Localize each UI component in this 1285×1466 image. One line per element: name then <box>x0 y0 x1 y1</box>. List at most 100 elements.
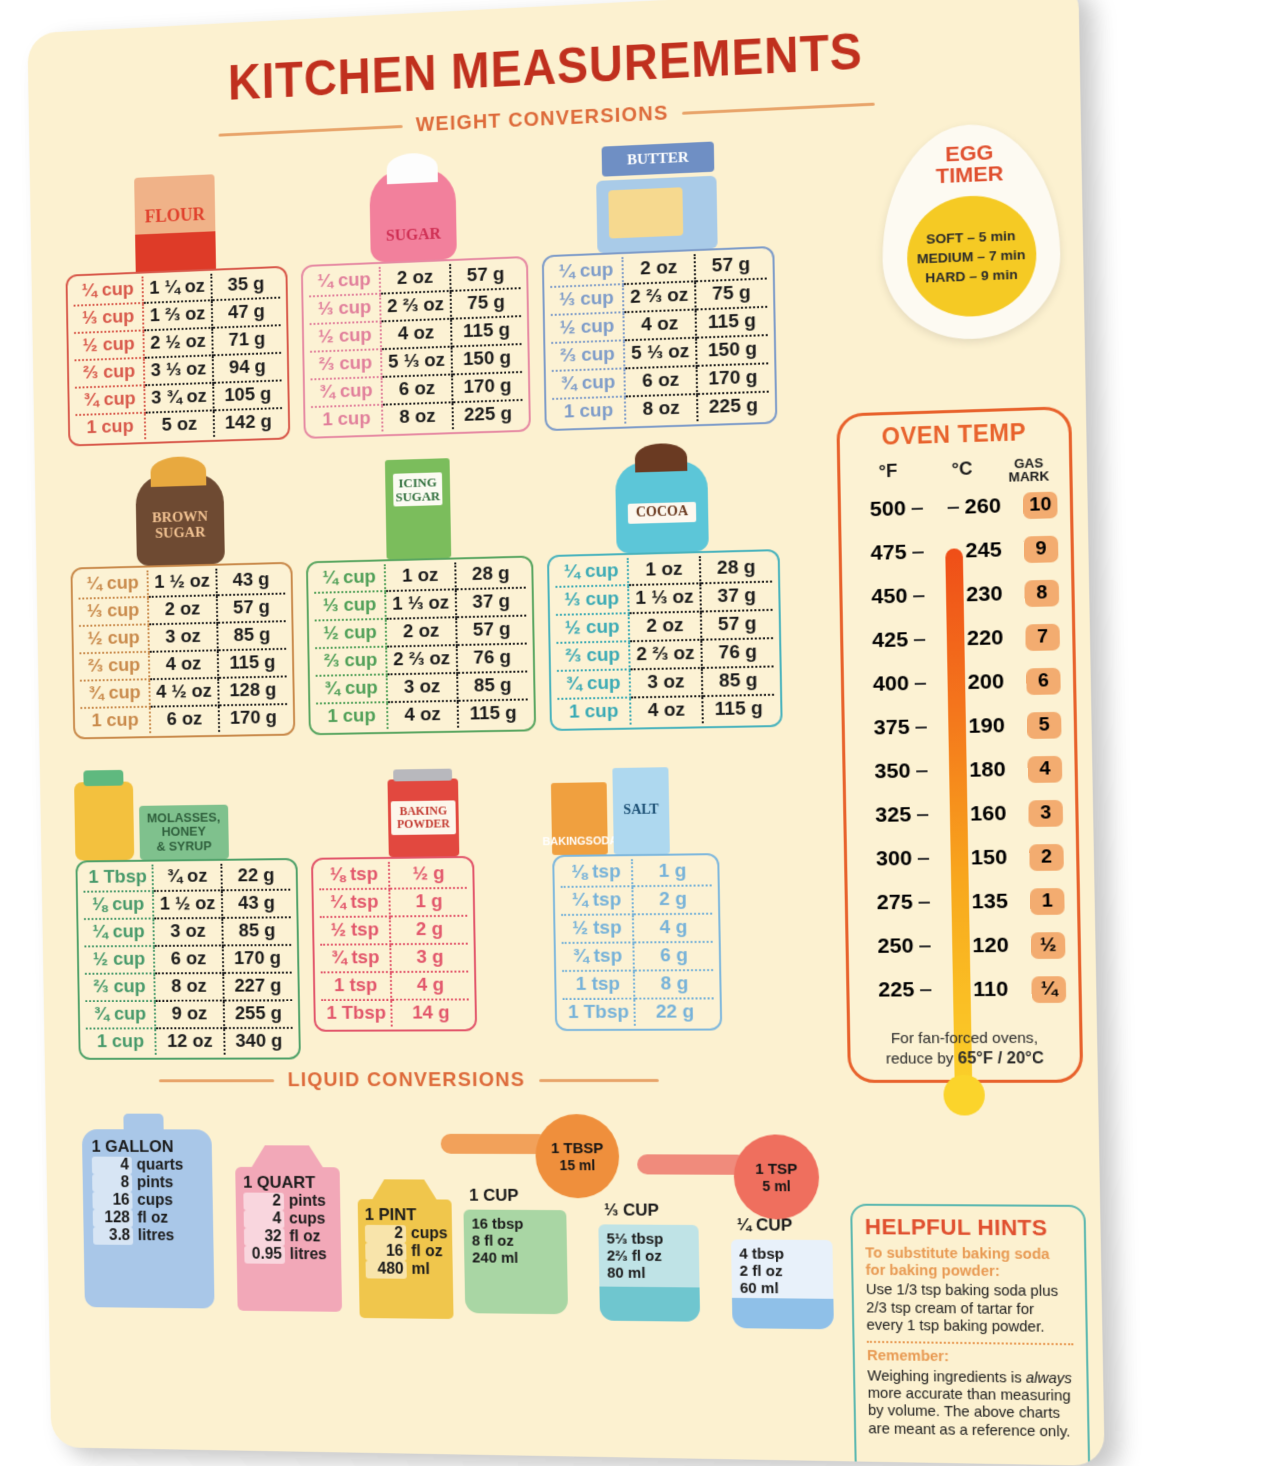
brown-sugar-table: ¼ cup 1 ½ oz 43 g ⅓ cup 2 oz 57 g ½ cup 3 oz 85 … <box>70 561 296 740</box>
butter-icon: BUTTER <box>596 141 718 254</box>
liquid-unit: cups <box>288 1210 326 1228</box>
cell-ounces: 4 oz <box>630 696 703 725</box>
cell-measure: ¼ tsp <box>319 888 391 918</box>
table-row: ⅛ tsp 1 g <box>560 858 712 887</box>
gallon-label: 1 GALLON <box>91 1137 174 1156</box>
cell-ounces: 3 oz <box>153 917 223 946</box>
cell-grams: 71 g <box>211 325 282 356</box>
pint-values: 2 cups 16 fl oz 480 ml <box>364 1224 448 1279</box>
liquid-value-row: 8 pints <box>92 1174 205 1193</box>
liquid-value-row: 4 tbsp <box>739 1245 785 1263</box>
tbsp-value: 15 ml <box>559 1156 596 1173</box>
gas-mark-badge: 1 <box>1030 887 1065 915</box>
quarter-cup-measure: ¼ CUP 4 tbsp 2 fl oz 60 ml <box>730 1215 834 1330</box>
icing-sugar-table: ¼ cup 1 oz 28 g ⅓ cup 1 ⅓ oz 37 g ½ cup 2 oz 57 … <box>305 555 537 736</box>
cell-measure: ¼ cup <box>549 257 624 288</box>
cell-grams: 85 g <box>222 917 292 946</box>
cell-ounces: 3 ¾ oz <box>144 382 214 413</box>
tick-left-icon <box>916 769 928 772</box>
one-cup-measure: 1 CUP 16 tbsp 8 fl oz 240 ml <box>463 1186 569 1315</box>
table-row: ¾ cup 3 oz 85 g <box>315 671 528 704</box>
quart-carton: 1 QUART 2 pints 4 cups 32 fl oz 0.95 litres <box>235 1166 343 1312</box>
cell-ounces: 12 oz <box>155 1028 225 1055</box>
cell-grams: 85 g <box>216 621 287 651</box>
cell-measure: ⅔ cup <box>310 349 382 380</box>
oven-temp-row: 500 260 10 <box>853 482 1058 532</box>
molasses-label: MOLASSES, HONEY & SYRUP <box>139 804 229 860</box>
cell-measure: ⅛ tsp <box>318 861 390 890</box>
liquid-unit: cups <box>137 1192 173 1209</box>
molasses-label-line1: MOLASSES, <box>146 809 221 826</box>
gas-mark-badge: 5 <box>1027 711 1062 739</box>
hint-divider <box>866 1341 1074 1346</box>
table-row: ¾ cup 3 oz 85 g <box>556 666 775 699</box>
oven-temp-c: 260 <box>964 493 1002 519</box>
cell-grams: 14 g <box>412 1002 450 1024</box>
tick-left-icon <box>915 682 927 685</box>
cell-measure: ¾ cup <box>74 385 146 416</box>
oven-temp-c: 245 <box>965 537 1002 563</box>
ingredient-sugar: SUGAR ¼ cup 2 oz 57 g ⅓ cup 2 ⅔ oz 75 g ½ cup 4… <box>299 138 531 439</box>
table-row: ¼ tsp 1 g <box>319 887 468 918</box>
oven-temp-c: 160 <box>969 801 1007 826</box>
gas-mark-badge: 2 <box>1029 843 1064 871</box>
cell-grams: 28 g <box>454 560 526 590</box>
cell-grams: 57 g <box>216 593 286 623</box>
liquid-value-row: 0.95 litres <box>244 1245 335 1264</box>
icing-sugar-label-line2: SUGAR <box>395 487 441 505</box>
cell-grams: 76 g <box>701 638 774 668</box>
cell-grams: 8 g <box>634 970 714 999</box>
cell-ounces: 2 oz <box>622 254 695 285</box>
cell-measure: ½ tsp <box>319 916 391 945</box>
cell-grams: 150 g <box>451 344 523 375</box>
brown-sugar-label-line2: SUGAR <box>155 524 206 542</box>
one-cup-values: 16 tbsp 8 fl oz 240 ml <box>471 1216 561 1268</box>
table-row: ¾ cup 4 ½ oz 128 g <box>79 676 288 709</box>
cell-ounces: 4 oz <box>381 318 452 350</box>
cell-measure: ¼ tsp <box>560 886 634 915</box>
cell-grams: 225 g <box>708 395 759 418</box>
cell-ounces: 3 oz <box>630 667 703 698</box>
cell-grams: ½ g <box>389 860 467 889</box>
tick-left-icon <box>913 594 925 597</box>
cell-measure: ⅔ cup <box>315 646 388 676</box>
cell-measure: ¼ cup <box>83 918 155 947</box>
table-row: 1 cup 4 oz 115 g <box>557 695 774 726</box>
table-row: ⅛ cup 1 ½ oz 43 g <box>83 889 291 920</box>
syrup-illustration: MOLASSES, HONEY & SYRUP <box>73 741 297 861</box>
cell-grams: 225 g <box>463 403 513 426</box>
cell-measure: ⅛ tsp <box>560 859 633 887</box>
butter-table: ¼ cup 2 oz 57 g ⅓ cup 2 ⅔ oz 75 g ½ cup 4 oz 115… <box>541 245 778 432</box>
rule-left <box>218 125 403 137</box>
liquid-unit: pints <box>288 1192 326 1210</box>
cell-ounces: 6 oz <box>381 374 453 405</box>
cell-measure: 1 cup <box>80 706 151 735</box>
table-row: 1 Tbsp 14 g <box>321 999 469 1027</box>
cell-measure: ¾ tsp <box>561 942 635 971</box>
tick-left-icon <box>914 638 926 641</box>
oven-temp-c: 150 <box>970 845 1008 870</box>
table-row: ⅔ cup 8 oz 227 g <box>84 972 293 1002</box>
cell-ounces: 2 ⅔ oz <box>629 639 702 670</box>
liquid-unit: fl oz <box>411 1243 443 1261</box>
cell-grams: 115 g <box>714 697 763 721</box>
flour-label: FLOUR <box>144 204 206 227</box>
oven-temp-f: 500 <box>869 496 907 521</box>
tick-right-icon <box>947 506 959 509</box>
cell-grams: 22 g <box>655 1001 695 1023</box>
fan-note-line2: reduce by 65°F / 20°C <box>850 1049 1080 1070</box>
liquid-amount: 4 <box>243 1210 285 1229</box>
liquid-value-row: 2 fl oz <box>739 1262 783 1281</box>
cell-grams: 115 g <box>695 306 768 338</box>
oven-temp-c: 230 <box>966 581 1003 606</box>
cell-ounces: 2 oz <box>386 617 457 647</box>
liquid-amount: 480 <box>365 1260 407 1279</box>
baking-soda-label-line2: SODA <box>585 835 618 849</box>
oven-temp-f: 250 <box>877 933 914 958</box>
table-row: ¼ cup 3 oz 85 g <box>83 917 292 947</box>
cell-grams: 128 g <box>217 676 288 706</box>
cell-measure: ¾ tsp <box>320 944 392 973</box>
